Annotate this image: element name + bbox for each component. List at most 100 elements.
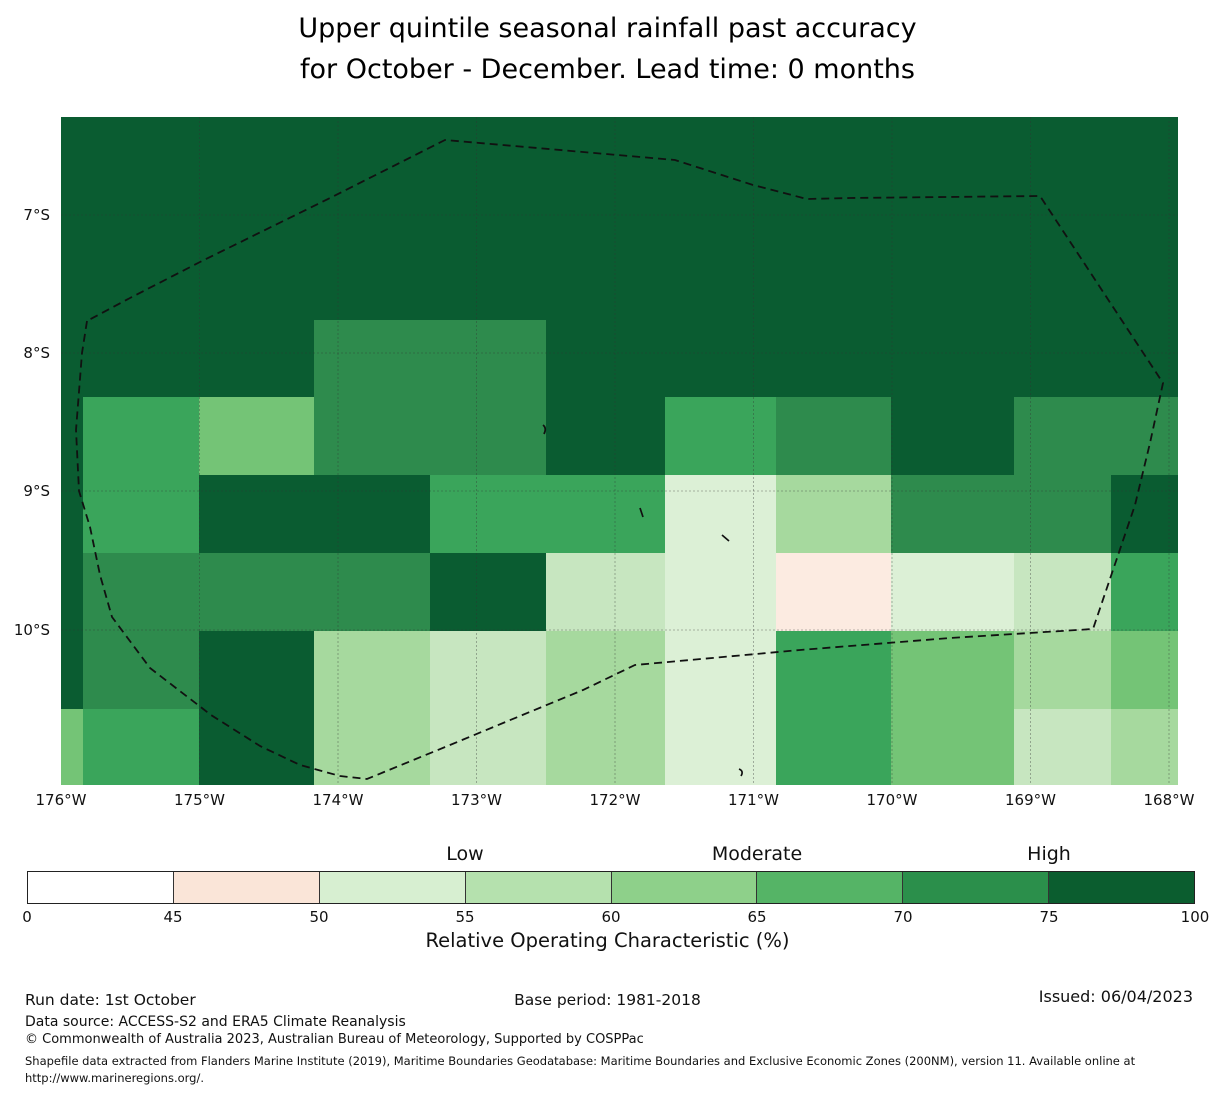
x-tick-label: 172°W bbox=[589, 791, 641, 809]
heatmap-cell bbox=[430, 709, 546, 785]
heatmap-cell bbox=[891, 117, 1014, 320]
heatmap-cell bbox=[1111, 475, 1178, 553]
colorbar-segment bbox=[903, 872, 1050, 903]
x-tick-label: 171°W bbox=[728, 791, 779, 809]
colorbar-segment bbox=[611, 872, 758, 903]
heatmap-cell bbox=[891, 631, 1014, 709]
colorbar-tick-label: 60 bbox=[601, 908, 621, 926]
colorbar bbox=[27, 871, 1195, 904]
heatmap-cell bbox=[776, 475, 891, 553]
heatmap-cell bbox=[1014, 117, 1111, 320]
heatmap-cell bbox=[430, 117, 546, 320]
colorbar-segment bbox=[757, 872, 904, 903]
island-coastline-marks bbox=[542, 424, 743, 777]
heatmap-cell bbox=[546, 553, 665, 631]
x-tick-label: 174°W bbox=[312, 791, 364, 809]
x-tick-label: 168°W bbox=[1143, 791, 1195, 809]
heatmap-cell bbox=[199, 475, 314, 553]
heatmap-cell bbox=[1014, 397, 1111, 475]
heatmap-cell bbox=[83, 553, 199, 631]
x-tick-label: 175°W bbox=[174, 791, 225, 809]
heatmap-cell bbox=[776, 117, 891, 320]
colorbar-tick-label: 75 bbox=[1039, 908, 1059, 926]
colorbar-tick-label: 0 bbox=[22, 908, 32, 926]
heatmap-cell bbox=[314, 320, 430, 397]
heatmap-cell bbox=[776, 709, 891, 785]
colorbar-tick-label: 45 bbox=[163, 908, 183, 926]
roc-heatmap bbox=[61, 117, 1178, 785]
y-tick-label: 9°S bbox=[23, 482, 50, 500]
data-source-text: Data source: ACCESS-S2 and ERA5 Climate … bbox=[25, 1014, 406, 1030]
heatmap-cell bbox=[1014, 475, 1111, 553]
heatmap-cell bbox=[546, 631, 665, 709]
heatmap-cell bbox=[199, 709, 314, 785]
heatmap-cell bbox=[1014, 320, 1111, 397]
heatmap-cell bbox=[665, 631, 776, 709]
eez-boundary-line bbox=[75, 139, 1164, 780]
heatmap-cell bbox=[1014, 553, 1111, 631]
heatmap-cell bbox=[430, 397, 546, 475]
y-tick-label: 8°S bbox=[23, 344, 50, 362]
x-tick-label: 169°W bbox=[1005, 791, 1056, 809]
heatmap-cell bbox=[546, 320, 665, 397]
heatmap-cell bbox=[199, 631, 314, 709]
heatmap-cell bbox=[199, 397, 314, 475]
heatmap-cell bbox=[776, 397, 891, 475]
issued-date-text: Issued: 06/04/2023 bbox=[1038, 987, 1193, 1006]
copyright-text: © Commonwealth of Australia 2023, Austra… bbox=[25, 1032, 644, 1047]
colorbar-tick-label: 55 bbox=[455, 908, 475, 926]
colorbar-category-label: Moderate bbox=[711, 843, 803, 865]
heatmap-cell bbox=[61, 709, 83, 785]
heatmap-cell bbox=[1111, 553, 1178, 631]
heatmap-cell bbox=[546, 117, 665, 320]
heatmap-cell bbox=[776, 553, 891, 631]
colorbar-segment bbox=[319, 872, 466, 903]
colorbar-segment bbox=[1049, 872, 1194, 903]
heatmap-cell bbox=[83, 397, 199, 475]
heatmap-cell bbox=[83, 631, 199, 709]
colorbar-segment bbox=[465, 872, 612, 903]
colorbar-tick-label: 70 bbox=[893, 908, 913, 926]
heatmap-cell bbox=[314, 117, 430, 320]
heatmap-cell bbox=[314, 631, 430, 709]
heatmap-cell bbox=[546, 397, 665, 475]
colorbar-tick-label: 65 bbox=[747, 908, 767, 926]
x-tick-label: 173°W bbox=[451, 791, 502, 809]
shapefile-attribution-text: Shapefile data extracted from Flanders M… bbox=[25, 1054, 1136, 1086]
heatmap-cell bbox=[1014, 631, 1111, 709]
title-line-1: Upper quintile seasonal rainfall past ac… bbox=[298, 13, 917, 44]
heatmap-cell bbox=[314, 553, 430, 631]
colorbar-tick-label: 100 bbox=[1180, 908, 1210, 926]
heatmap-cell bbox=[1111, 320, 1178, 397]
x-tick-label: 170°W bbox=[866, 791, 918, 809]
heatmap-cell bbox=[891, 397, 1014, 475]
heatmap-cell bbox=[61, 475, 83, 553]
map-overlay bbox=[61, 117, 1178, 785]
base-period-text: Base period: 1981-2018 bbox=[514, 991, 701, 1009]
heatmap-cell bbox=[1111, 631, 1178, 709]
colorbar-axis-label: Relative Operating Characteristic (%) bbox=[425, 929, 790, 952]
colorbar-segment bbox=[173, 872, 320, 903]
heatmap-cell bbox=[199, 553, 314, 631]
heatmap-cell bbox=[430, 553, 546, 631]
y-tick-label: 7°S bbox=[23, 206, 50, 224]
x-tick-label: 176°W bbox=[35, 791, 87, 809]
heatmap-cell bbox=[83, 117, 199, 320]
heatmap-cell bbox=[314, 397, 430, 475]
heatmap-cell bbox=[61, 631, 83, 709]
heatmap-cell bbox=[199, 320, 314, 397]
heatmap-cell bbox=[665, 475, 776, 553]
heatmap-cell bbox=[1111, 709, 1178, 785]
heatmap-cell bbox=[83, 475, 199, 553]
colorbar-segment bbox=[28, 872, 174, 903]
heatmap-cell bbox=[83, 709, 199, 785]
heatmap-cell bbox=[776, 631, 891, 709]
heatmap-cell bbox=[546, 709, 665, 785]
heatmap-cell bbox=[891, 553, 1014, 631]
title-line-2: for October - December. Lead time: 0 mon… bbox=[300, 54, 915, 85]
colorbar-tick-label: 50 bbox=[309, 908, 329, 926]
heatmap-cell bbox=[83, 320, 199, 397]
heatmap-cell bbox=[430, 475, 546, 553]
heatmap-cell bbox=[430, 631, 546, 709]
